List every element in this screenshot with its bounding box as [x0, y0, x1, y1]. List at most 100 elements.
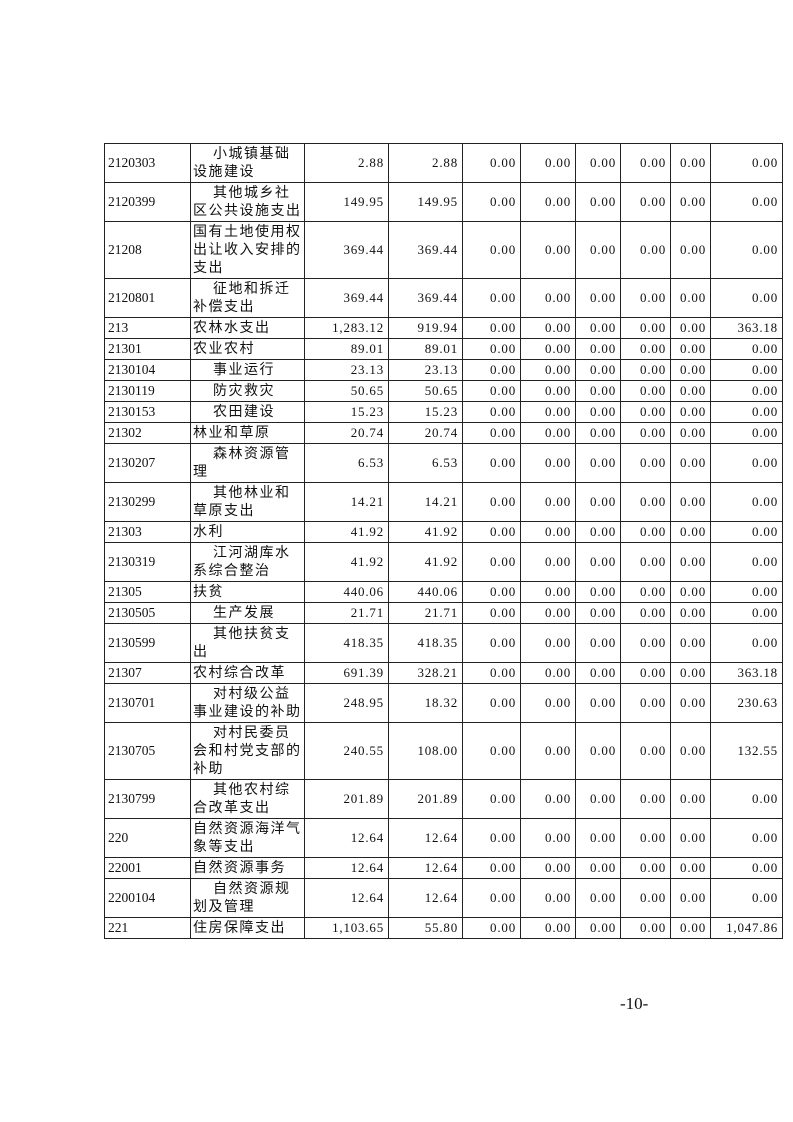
name-cell: 住房保障支出	[190, 917, 305, 939]
amount-cell: 0.00	[710, 443, 783, 483]
amount-cell: 0.00	[710, 542, 783, 582]
name-cell: 水利	[190, 521, 305, 543]
code-cell: 220	[104, 818, 191, 858]
amount-cell: 2.88	[388, 143, 463, 183]
table-row: 2130701 对村级公益事业建设的补助 248.95 18.32 0.00 0.00 0.…	[104, 683, 783, 723]
table-row: 2130705 对村民委员会和村党支部的补助 240.55 108.00 0.00 0.0…	[104, 722, 783, 780]
amount-cell: 0.00	[462, 779, 521, 819]
amount-cell: 20.74	[388, 422, 463, 444]
amount-cell: 0.00	[462, 221, 521, 279]
amount-cell: 0.00	[620, 602, 671, 624]
amount-cell: 0.00	[575, 422, 621, 444]
table-row: 2130153 农田建设 15.23 15.23 0.00 0.00 0.00 0.00 0.0…	[104, 401, 783, 423]
amount-cell: 0.00	[462, 359, 521, 381]
amount-cell: 0.00	[710, 401, 783, 423]
amount-cell: 0.00	[462, 581, 521, 603]
code-cell: 2120399	[104, 182, 191, 222]
amount-cell: 0.00	[575, 401, 621, 423]
amount-cell: 0.00	[462, 722, 521, 780]
amount-cell: 0.00	[575, 917, 621, 939]
amount-cell: 0.00	[620, 623, 671, 663]
amount-cell: 0.00	[670, 317, 711, 339]
amount-cell: 132.55	[710, 722, 783, 780]
amount-cell: 0.00	[620, 662, 671, 684]
amount-cell: 0.00	[462, 521, 521, 543]
amount-cell: 0.00	[520, 338, 576, 360]
amount-cell: 0.00	[575, 359, 621, 381]
amount-cell: 0.00	[575, 722, 621, 780]
code-cell: 2130153	[104, 401, 191, 423]
table-row: 2130299 其他林业和草原支出 14.21 14.21 0.00 0.00 0.00 0.…	[104, 482, 783, 522]
amount-cell: 0.00	[575, 482, 621, 522]
amount-cell: 369.44	[388, 278, 463, 318]
amount-cell: 0.00	[520, 581, 576, 603]
table-row: 2130104 事业运行 23.13 23.13 0.00 0.00 0.00 0.00 0.0…	[104, 359, 783, 381]
name-cell: 其他扶贫支出	[190, 623, 305, 663]
amount-cell: 0.00	[710, 878, 783, 918]
table-row: 221 住房保障支出 1,103.65 55.80 0.00 0.00 0.00 0.00 0.…	[104, 917, 783, 939]
amount-cell: 0.00	[670, 623, 711, 663]
amount-cell: 0.00	[520, 422, 576, 444]
amount-cell: 0.00	[520, 182, 576, 222]
amount-cell: 0.00	[520, 278, 576, 318]
code-cell: 21307	[104, 662, 191, 684]
amount-cell: 0.00	[710, 422, 783, 444]
amount-cell: 0.00	[462, 623, 521, 663]
amount-cell: 0.00	[620, 422, 671, 444]
name-cell: 农村综合改革	[190, 662, 305, 684]
amount-cell: 0.00	[620, 221, 671, 279]
amount-cell: 12.64	[304, 878, 389, 918]
amount-cell: 50.65	[304, 380, 389, 402]
table-row: 2130599 其他扶贫支出 418.35 418.35 0.00 0.00 0.00 0.0…	[104, 623, 783, 663]
amount-cell: 0.00	[620, 683, 671, 723]
amount-cell: 0.00	[670, 917, 711, 939]
amount-cell: 0.00	[520, 482, 576, 522]
amount-cell: 201.89	[388, 779, 463, 819]
amount-cell: 369.44	[304, 221, 389, 279]
amount-cell: 41.92	[304, 542, 389, 582]
amount-cell: 0.00	[620, 878, 671, 918]
amount-cell: 89.01	[304, 338, 389, 360]
amount-cell: 15.23	[304, 401, 389, 423]
name-cell: 自然资源事务	[190, 857, 305, 879]
amount-cell: 0.00	[670, 482, 711, 522]
amount-cell: 0.00	[710, 482, 783, 522]
amount-cell: 0.00	[575, 542, 621, 582]
code-cell: 21305	[104, 581, 191, 603]
amount-cell: 0.00	[520, 779, 576, 819]
amount-cell: 0.00	[670, 542, 711, 582]
code-cell: 213	[104, 317, 191, 339]
amount-cell: 0.00	[462, 482, 521, 522]
table-row: 21208 国有土地使用权出让收入安排的支出 369.44 369.44 0.00 0.0…	[104, 221, 783, 279]
amount-cell: 0.00	[670, 602, 711, 624]
code-cell: 21301	[104, 338, 191, 360]
amount-cell: 12.64	[388, 818, 463, 858]
amount-cell: 0.00	[620, 917, 671, 939]
name-cell: 小城镇基础设施建设	[190, 143, 305, 183]
name-cell: 防灾救灾	[190, 380, 305, 402]
amount-cell: 0.00	[462, 401, 521, 423]
amount-cell: 0.00	[462, 917, 521, 939]
amount-cell: 0.00	[620, 143, 671, 183]
amount-cell: 0.00	[670, 380, 711, 402]
table-row: 2130799 其他农村综合改革支出 201.89 201.89 0.00 0.00 0.0…	[104, 779, 783, 819]
amount-cell: 0.00	[462, 542, 521, 582]
code-cell: 21303	[104, 521, 191, 543]
amount-cell: 0.00	[575, 581, 621, 603]
amount-cell: 0.00	[575, 443, 621, 483]
amount-cell: 0.00	[620, 278, 671, 318]
amount-cell: 440.06	[388, 581, 463, 603]
amount-cell: 0.00	[520, 317, 576, 339]
amount-cell: 0.00	[710, 779, 783, 819]
amount-cell: 0.00	[520, 818, 576, 858]
amount-cell: 12.64	[388, 857, 463, 879]
name-cell: 江河湖库水系综合整治	[190, 542, 305, 582]
amount-cell: 0.00	[462, 683, 521, 723]
amount-cell: 0.00	[620, 482, 671, 522]
code-cell: 2130299	[104, 482, 191, 522]
amount-cell: 18.32	[388, 683, 463, 723]
amount-cell: 0.00	[710, 338, 783, 360]
name-cell: 征地和拆迁补偿支出	[190, 278, 305, 318]
amount-cell: 1,283.12	[304, 317, 389, 339]
name-cell: 其他农村综合改革支出	[190, 779, 305, 819]
